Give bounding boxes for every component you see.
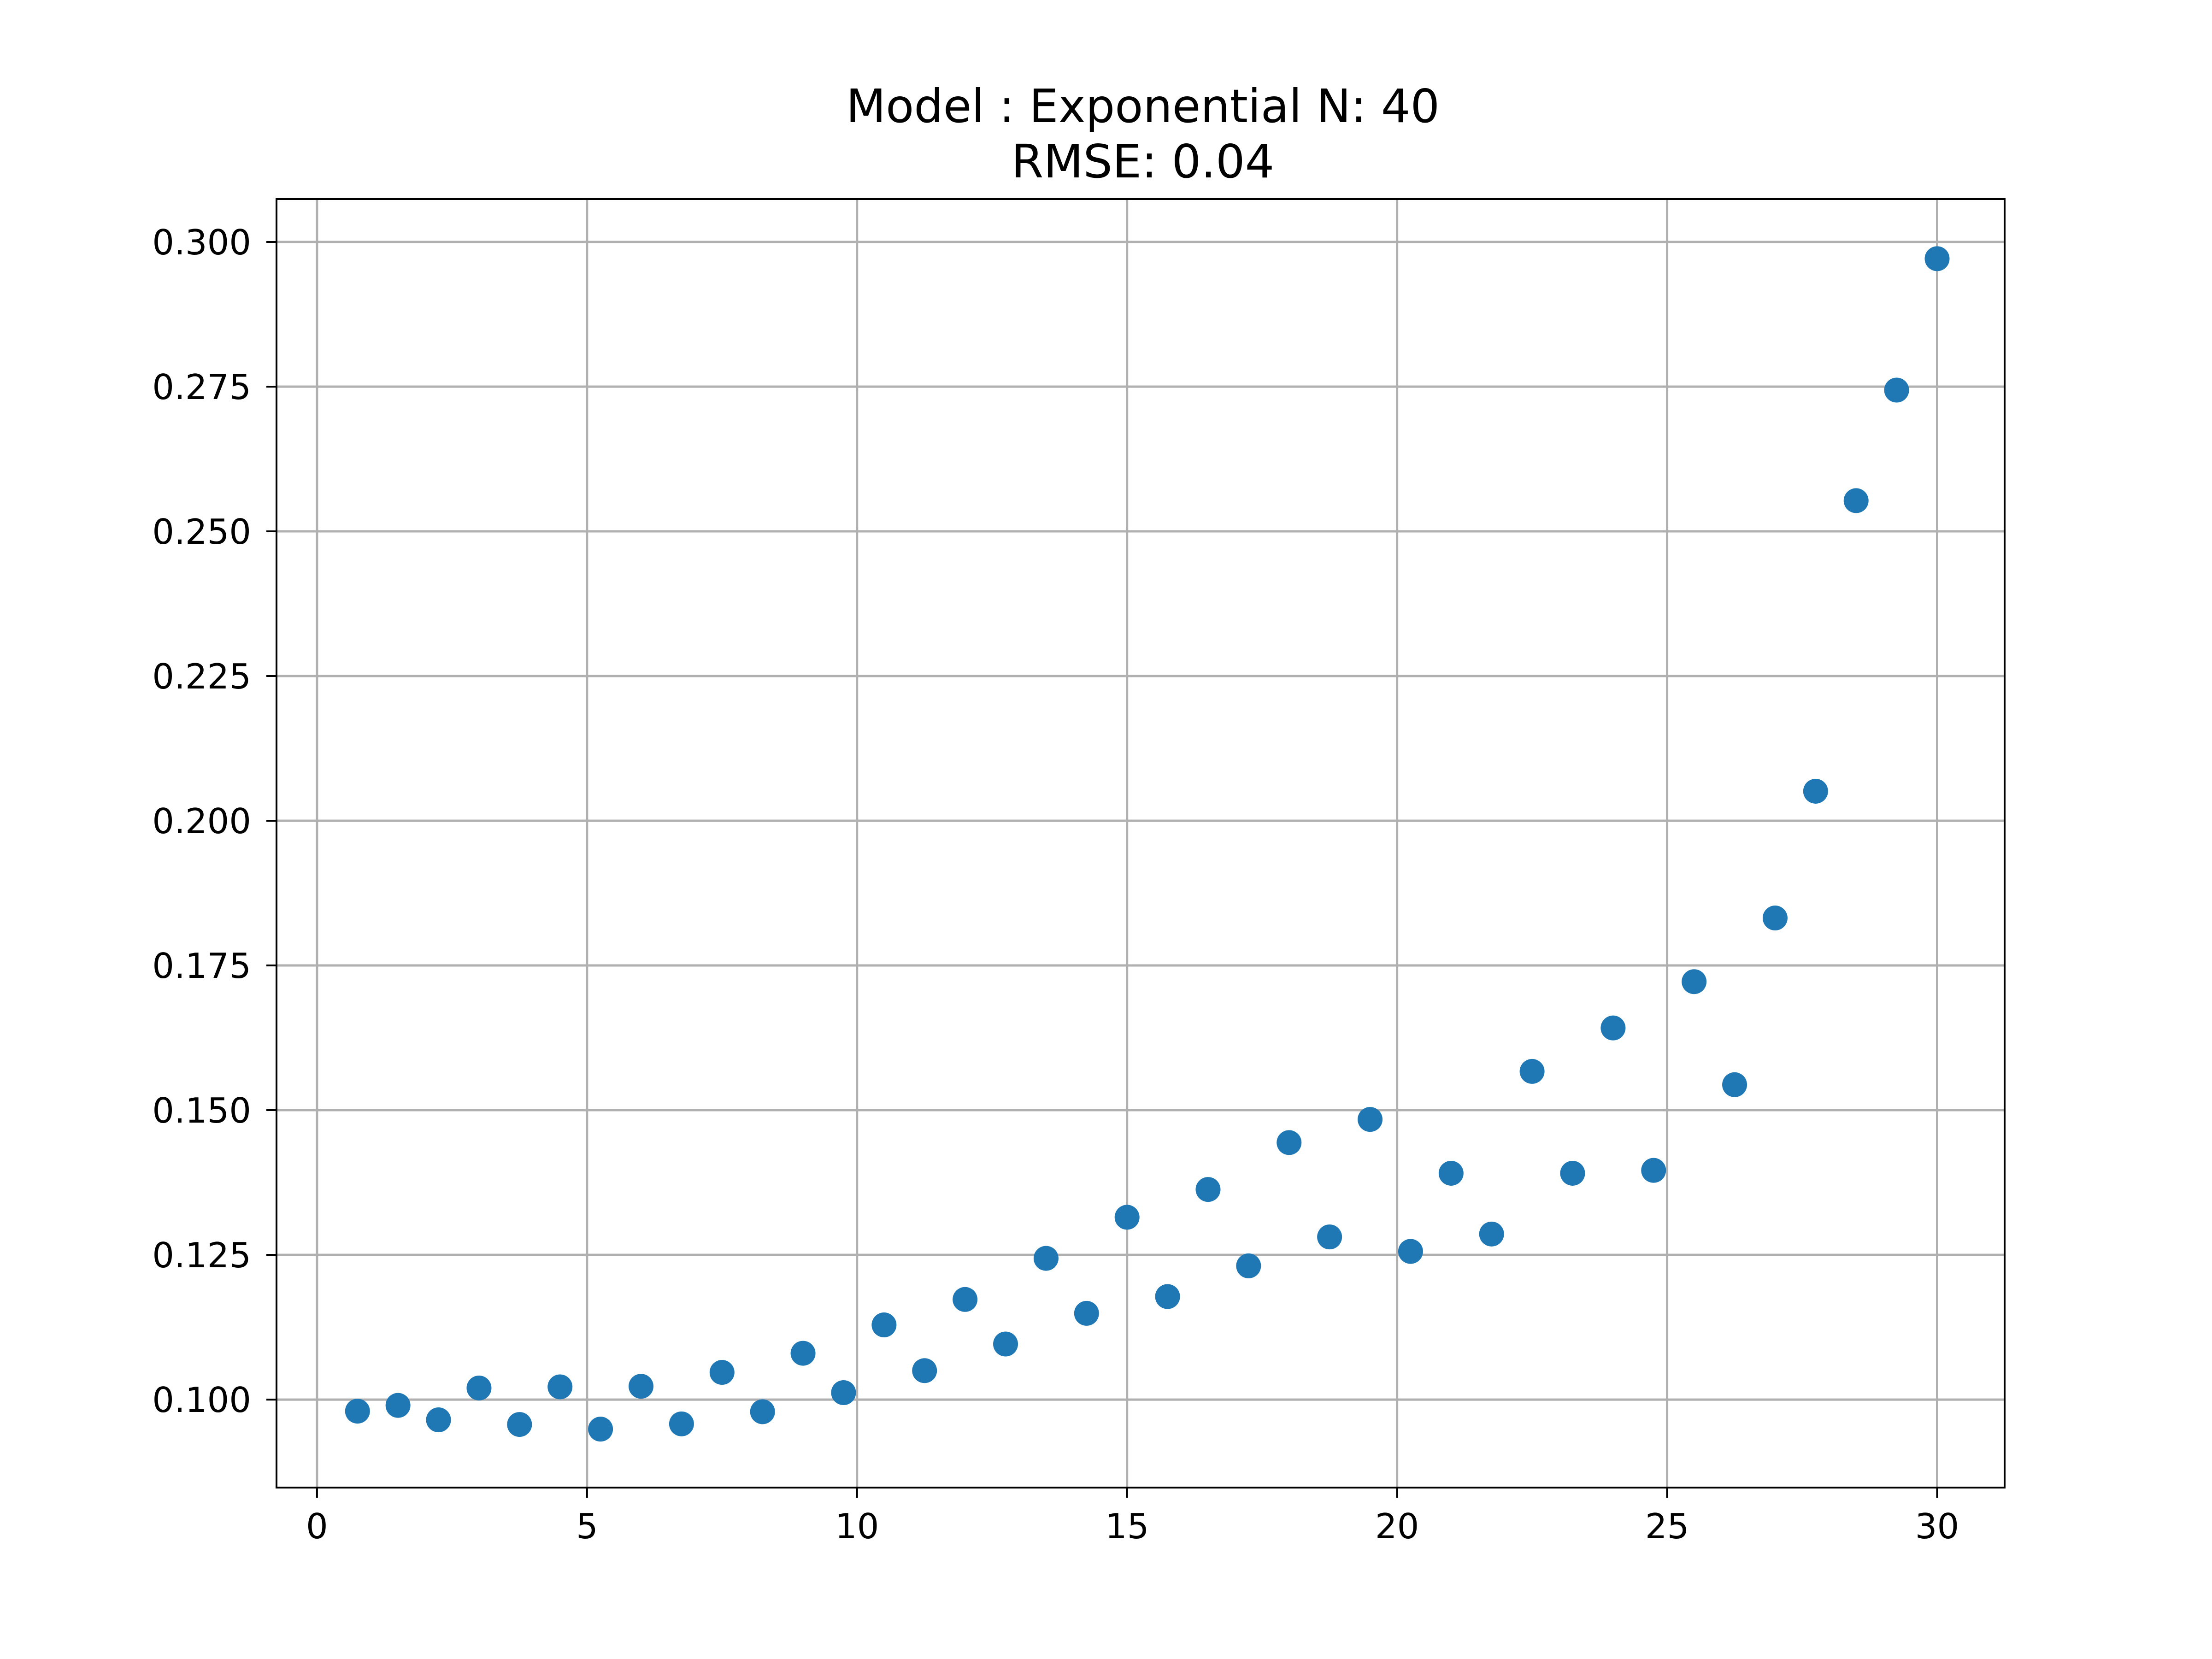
data-point: [1358, 1107, 1383, 1132]
data-point: [750, 1399, 775, 1424]
y-tick-label: 0.175: [152, 946, 251, 986]
data-point: [345, 1399, 370, 1424]
y-tick-label: 0.150: [152, 1090, 251, 1131]
x-tick-label: 10: [835, 1506, 879, 1547]
data-point: [588, 1417, 613, 1442]
data-point: [1884, 377, 1909, 403]
y-tick-label: 0.300: [152, 222, 251, 263]
data-point: [1641, 1158, 1666, 1183]
data-point: [1762, 906, 1788, 931]
data-point: [1033, 1246, 1059, 1271]
data-point: [871, 1312, 897, 1338]
y-tick-label: 0.225: [152, 656, 251, 697]
data-point: [1236, 1253, 1261, 1278]
data-point: [1195, 1177, 1221, 1202]
data-point: [669, 1411, 694, 1436]
data-point: [466, 1375, 492, 1400]
data-point: [385, 1393, 411, 1418]
data-point: [1843, 488, 1869, 513]
plot-area-frame: [276, 198, 2006, 1488]
data-point: [1074, 1300, 1099, 1326]
data-point: [1155, 1284, 1180, 1309]
y-tick-label: 0.100: [152, 1380, 251, 1420]
data-point: [1277, 1130, 1302, 1155]
data-point: [1114, 1205, 1140, 1230]
y-tick-label: 0.200: [152, 801, 251, 841]
data-point: [1479, 1221, 1504, 1247]
data-point: [1803, 778, 1828, 804]
y-tick-label: 0.250: [152, 512, 251, 552]
data-point: [831, 1380, 856, 1406]
data-point: [629, 1374, 654, 1399]
data-point: [790, 1341, 816, 1366]
chart-subtitle: RMSE: 0.04: [1012, 135, 1275, 188]
data-point: [1317, 1224, 1342, 1250]
data-point: [547, 1374, 573, 1400]
x-tick-label: 15: [1105, 1506, 1149, 1547]
data-point: [1924, 246, 1950, 271]
data-point: [1519, 1059, 1545, 1084]
grid-lines: [276, 199, 2005, 1488]
x-tick-label: 5: [576, 1506, 598, 1547]
data-point: [1600, 1015, 1626, 1041]
data-point: [1438, 1160, 1464, 1186]
x-tick-label: 25: [1645, 1506, 1689, 1547]
x-tick-label: 20: [1375, 1506, 1419, 1547]
data-point: [993, 1331, 1018, 1357]
x-tick-label: 30: [1915, 1506, 1959, 1547]
y-tick-label: 0.275: [152, 367, 251, 407]
x-axis: 0 5 10 15 20 25 30: [306, 1488, 1959, 1547]
y-axis: 0.100 0.125 0.150 0.175 0.200 0.225 0.250 0.275…: [152, 222, 276, 1420]
data-point: [709, 1360, 735, 1385]
chart-title: Model : Exponential N: 40: [846, 79, 1440, 133]
data-point: [912, 1358, 937, 1383]
y-tick-label: 0.125: [152, 1235, 251, 1276]
x-tick-label: 0: [306, 1506, 328, 1547]
data-point: [426, 1407, 451, 1433]
data-point: [507, 1412, 532, 1437]
data-point: [1560, 1160, 1585, 1186]
data-point: [1398, 1239, 1423, 1264]
data-point: [1682, 969, 1707, 994]
data-point: [1722, 1072, 1747, 1097]
data-point: [953, 1287, 978, 1312]
data-points: [345, 246, 1950, 1442]
